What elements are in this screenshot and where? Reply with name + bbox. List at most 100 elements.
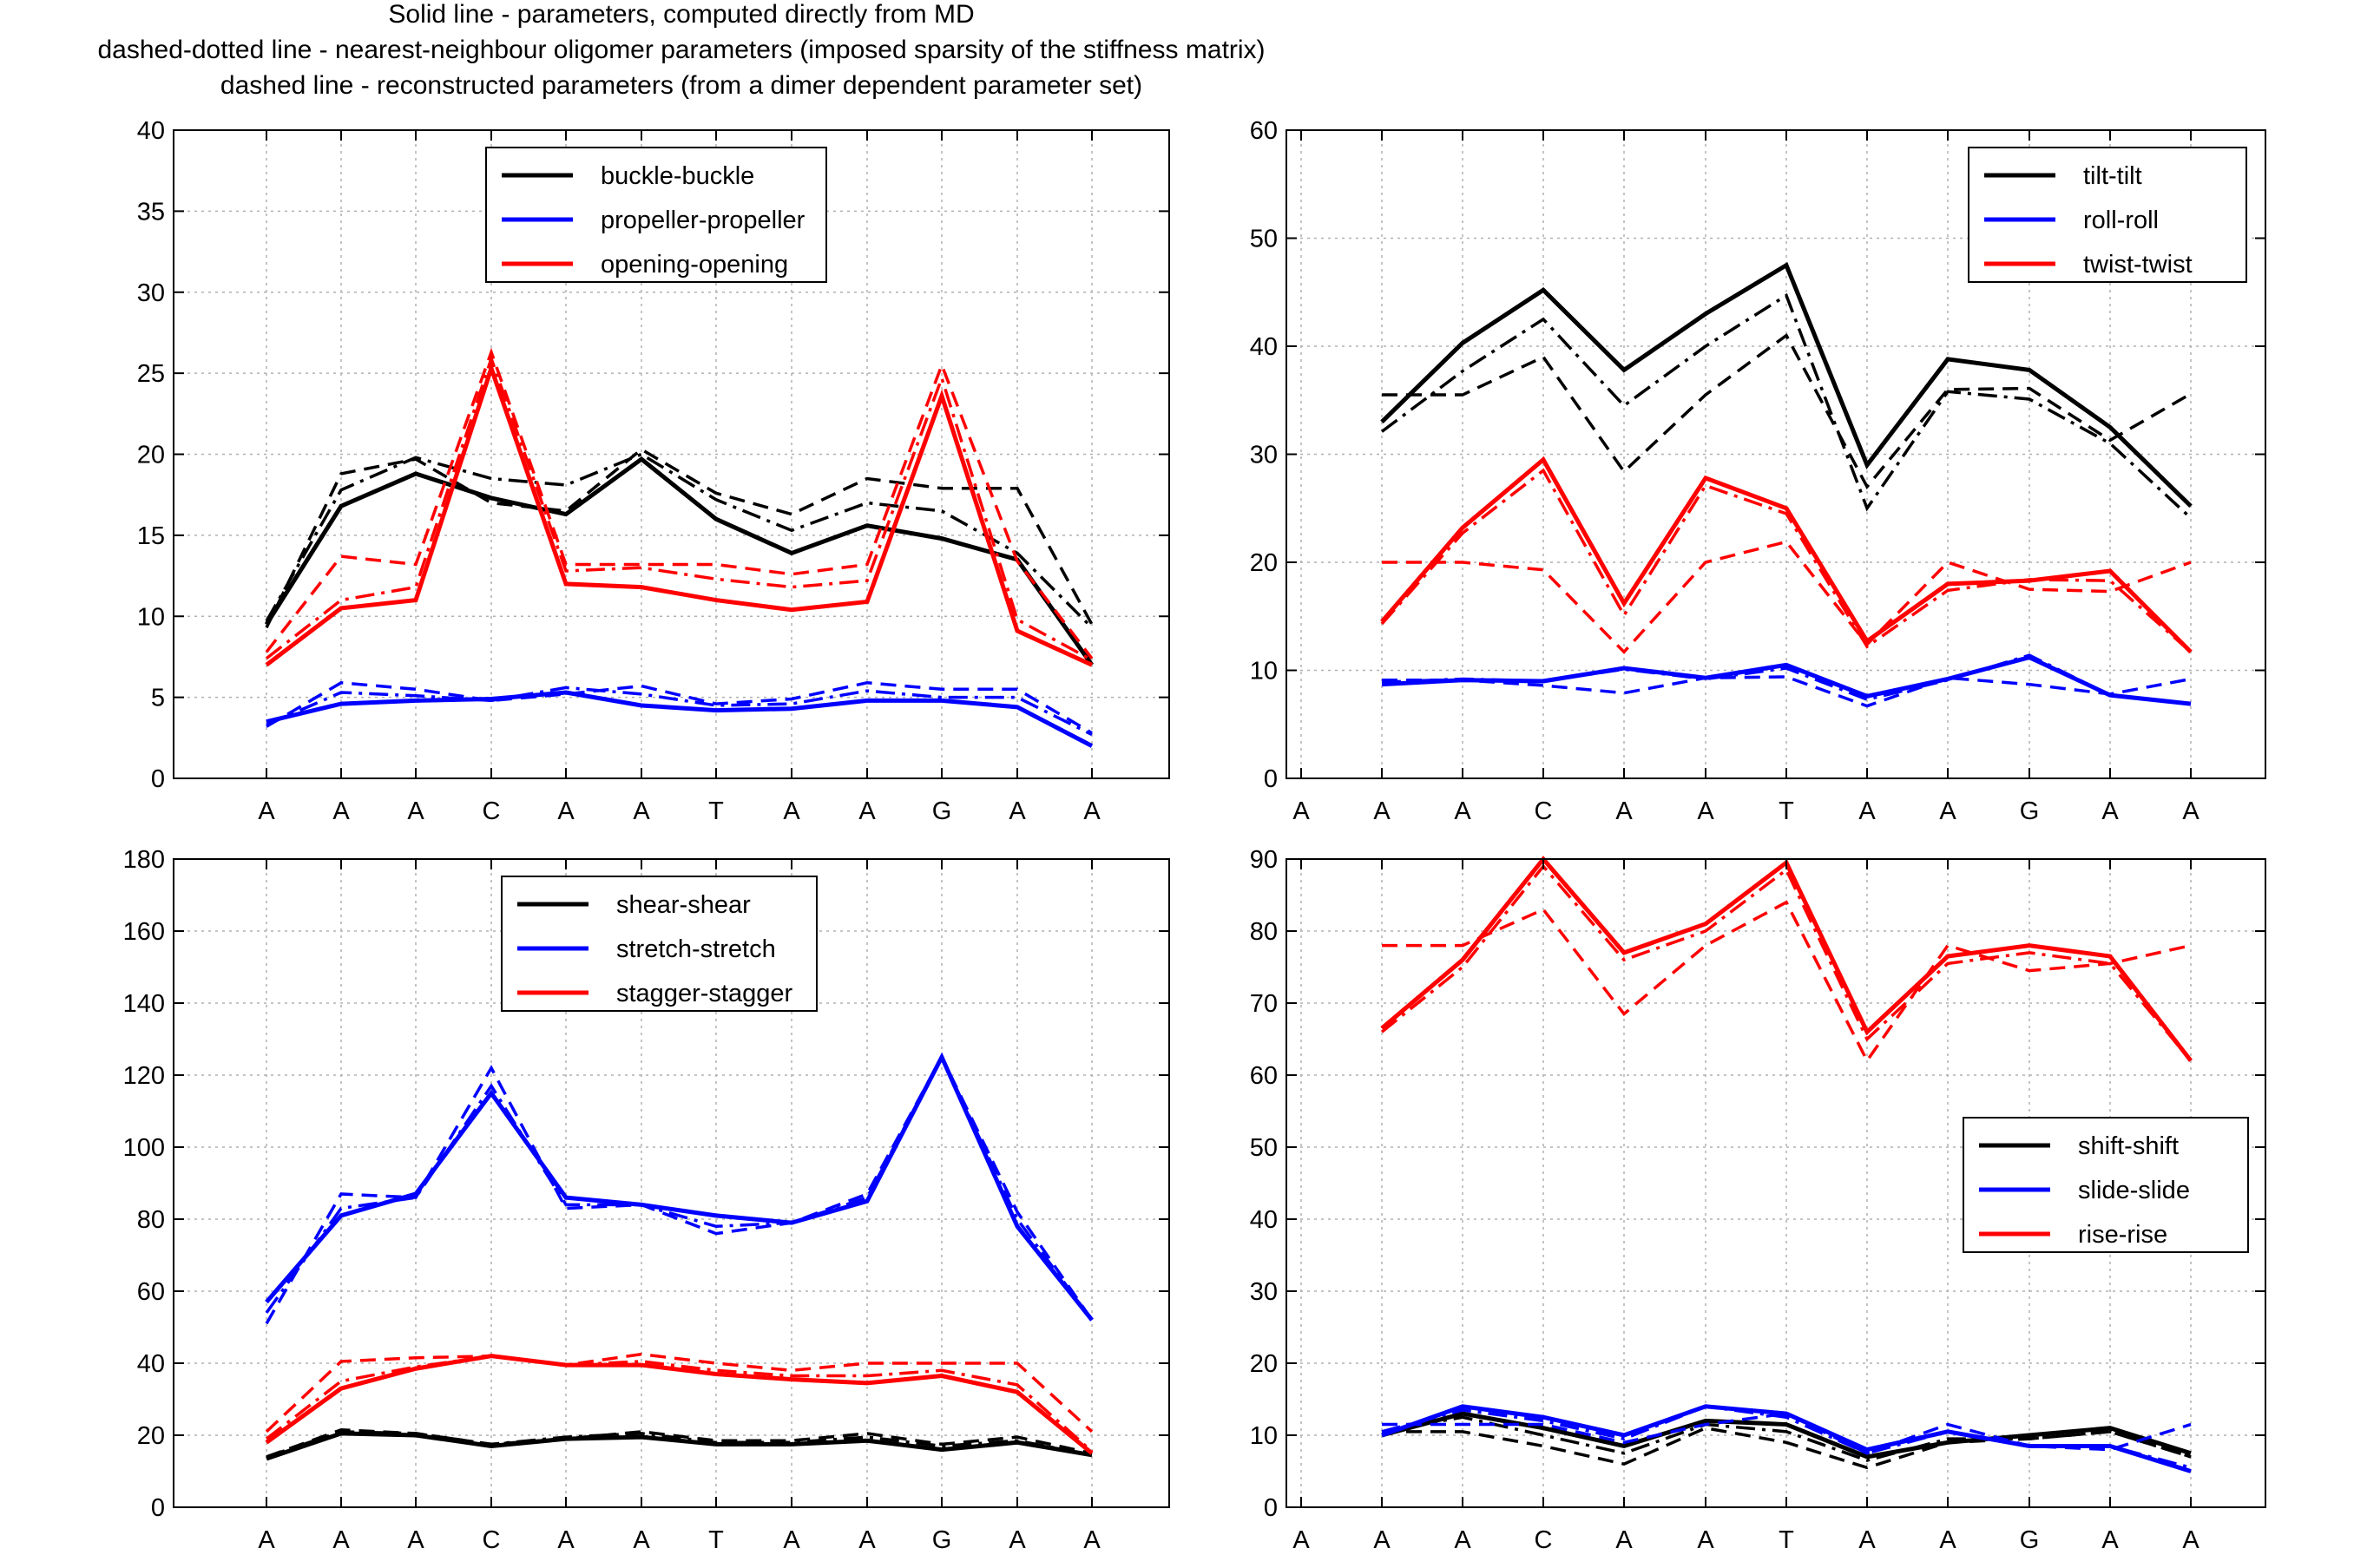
x-tick-label: A	[1373, 1526, 1391, 1554]
y-tick-label: 140	[123, 990, 165, 1018]
series-line-shift-shift-dashdot	[1381, 1415, 2192, 1462]
legend: buckle-buckle propeller-propeller opening-…	[485, 147, 827, 283]
legend-box	[485, 147, 827, 283]
series-line-tilt-tilt-solid	[1380, 261, 2193, 508]
series-line-shear-shear-dashdot	[266, 1430, 1093, 1459]
series-line-stagger-stagger-dashdot	[265, 1354, 1094, 1453]
x-tick-label: A	[2182, 1526, 2199, 1554]
x-tick-label: A	[407, 1526, 424, 1554]
y-tick-label: 80	[137, 1206, 165, 1234]
y-tick-label: 90	[1250, 846, 1278, 874]
series-line-roll-roll-dashed	[1382, 675, 2192, 708]
series-line-opening-opening-dashed	[265, 347, 1094, 659]
series-line-opening-opening-dashdot	[265, 353, 1093, 662]
x-tick-label: A	[1083, 797, 1101, 825]
x-tick-label: A	[1454, 797, 1471, 825]
x-tick-label: C	[483, 1526, 501, 1554]
x-tick-label: A	[1697, 797, 1714, 825]
legend-box	[501, 876, 818, 1012]
x-tick-label: A	[1292, 797, 1310, 825]
x-tick-label: A	[557, 797, 575, 825]
series-line-propeller-propeller-solid	[266, 690, 1094, 748]
legend: tilt-tilt roll-roll twist-twist	[1968, 147, 2247, 283]
y-tick-label: 20	[137, 442, 165, 469]
x-tick-label: T	[1779, 797, 1794, 825]
y-tick-label: 10	[137, 603, 165, 631]
series-line-shear-shear-dashed	[266, 1428, 1093, 1459]
y-tick-label: 80	[1250, 918, 1278, 946]
x-tick-label: A	[1858, 1526, 1876, 1554]
series-line-opening-opening-solid	[265, 361, 1094, 667]
legend-label-shift-shift: shift-shift	[2078, 1132, 2179, 1160]
plot-frame	[1285, 858, 2266, 1508]
x-tick-label: A	[1083, 1526, 1101, 1554]
y-tick-label: 10	[1250, 658, 1278, 686]
x-tick-label: A	[258, 797, 275, 825]
series-line-twist-twist-dashdot	[1380, 468, 2193, 653]
y-tick-label: 0	[151, 1494, 165, 1522]
x-tick-label: A	[557, 1526, 575, 1554]
x-tick-label: A	[783, 1526, 800, 1554]
y-tick-label: 40	[1250, 1206, 1278, 1234]
series-line-roll-roll-solid	[1381, 654, 2192, 706]
x-tick-label: A	[1009, 1526, 1026, 1554]
y-tick-label: 0	[1264, 765, 1278, 793]
legend: shear-shear stretch-stretch stagger-stagge…	[501, 876, 818, 1012]
x-tick-label: T	[708, 797, 724, 825]
y-tick-label: 60	[137, 1278, 165, 1306]
series-line-slide-slide-dashed	[1382, 1412, 2192, 1455]
legend-box	[1963, 1117, 2249, 1253]
x-tick-label: A	[1939, 797, 1956, 825]
x-tick-label: T	[708, 1526, 724, 1554]
y-tick-label: 15	[137, 522, 165, 550]
series-line-rise-rise-dashdot	[1380, 863, 2193, 1062]
x-tick-label: G	[932, 797, 952, 825]
legend-label-propeller-propeller: propeller-propeller	[601, 207, 805, 234]
x-tick-label: A	[332, 1526, 350, 1554]
series-line-tilt-tilt-dashed	[1382, 332, 2192, 489]
series-line-roll-roll-dashdot	[1381, 653, 2192, 705]
y-tick-label: 25	[137, 360, 165, 388]
y-tick-label: 40	[1250, 333, 1278, 361]
y-tick-label: 0	[151, 765, 165, 793]
x-tick-label: C	[483, 797, 501, 825]
legend-label-roll-roll: roll-roll	[2083, 207, 2159, 234]
x-tick-label: A	[858, 1526, 876, 1554]
y-tick-label: 160	[123, 918, 165, 946]
x-tick-label: A	[1373, 797, 1391, 825]
series-line-slide-slide-solid	[1381, 1404, 2192, 1473]
x-tick-label: A	[2101, 1526, 2119, 1554]
x-tick-label: G	[2020, 1526, 2040, 1554]
y-tick-label: 5	[151, 685, 165, 712]
legend-label-tilt-tilt: tilt-tilt	[2083, 162, 2142, 190]
legend-label-slide-slide: slide-slide	[2078, 1177, 2190, 1204]
series-line-propeller-propeller-dashed	[266, 681, 1093, 735]
y-tick-label: 10	[1250, 1422, 1278, 1450]
x-tick-label: G	[932, 1526, 952, 1554]
x-tick-label: A	[332, 797, 350, 825]
series-line-buckle-buckle-solid	[264, 456, 1095, 666]
figure-title-line-1: Solid line - parameters, computed direct…	[388, 0, 975, 29]
x-tick-label: A	[1697, 1526, 1714, 1554]
y-tick-label: 100	[123, 1134, 165, 1162]
x-tick-label: A	[783, 797, 800, 825]
y-tick-label: 40	[137, 117, 165, 145]
legend-label-buckle-buckle: buckle-buckle	[601, 162, 754, 190]
x-tick-label: A	[1009, 797, 1026, 825]
y-tick-label: 20	[1250, 1350, 1278, 1378]
y-tick-label: 20	[1250, 549, 1278, 577]
y-tick-label: 70	[1250, 990, 1278, 1018]
y-tick-label: 35	[137, 198, 165, 226]
legend-label-shear-shear: shear-shear	[616, 891, 751, 919]
x-tick-label: G	[2020, 797, 2040, 825]
x-tick-label: A	[1292, 1526, 1310, 1554]
x-tick-label: C	[1535, 1526, 1553, 1554]
x-tick-label: A	[1615, 797, 1633, 825]
figure-title-line-3: dashed line - reconstructed parameters (…	[220, 71, 1143, 100]
x-tick-label: A	[2101, 797, 2119, 825]
series-line-propeller-propeller-dashdot	[266, 686, 1093, 737]
x-tick-label: A	[1858, 797, 1876, 825]
series-line-stretch-stretch-dashdot	[265, 1053, 1094, 1322]
